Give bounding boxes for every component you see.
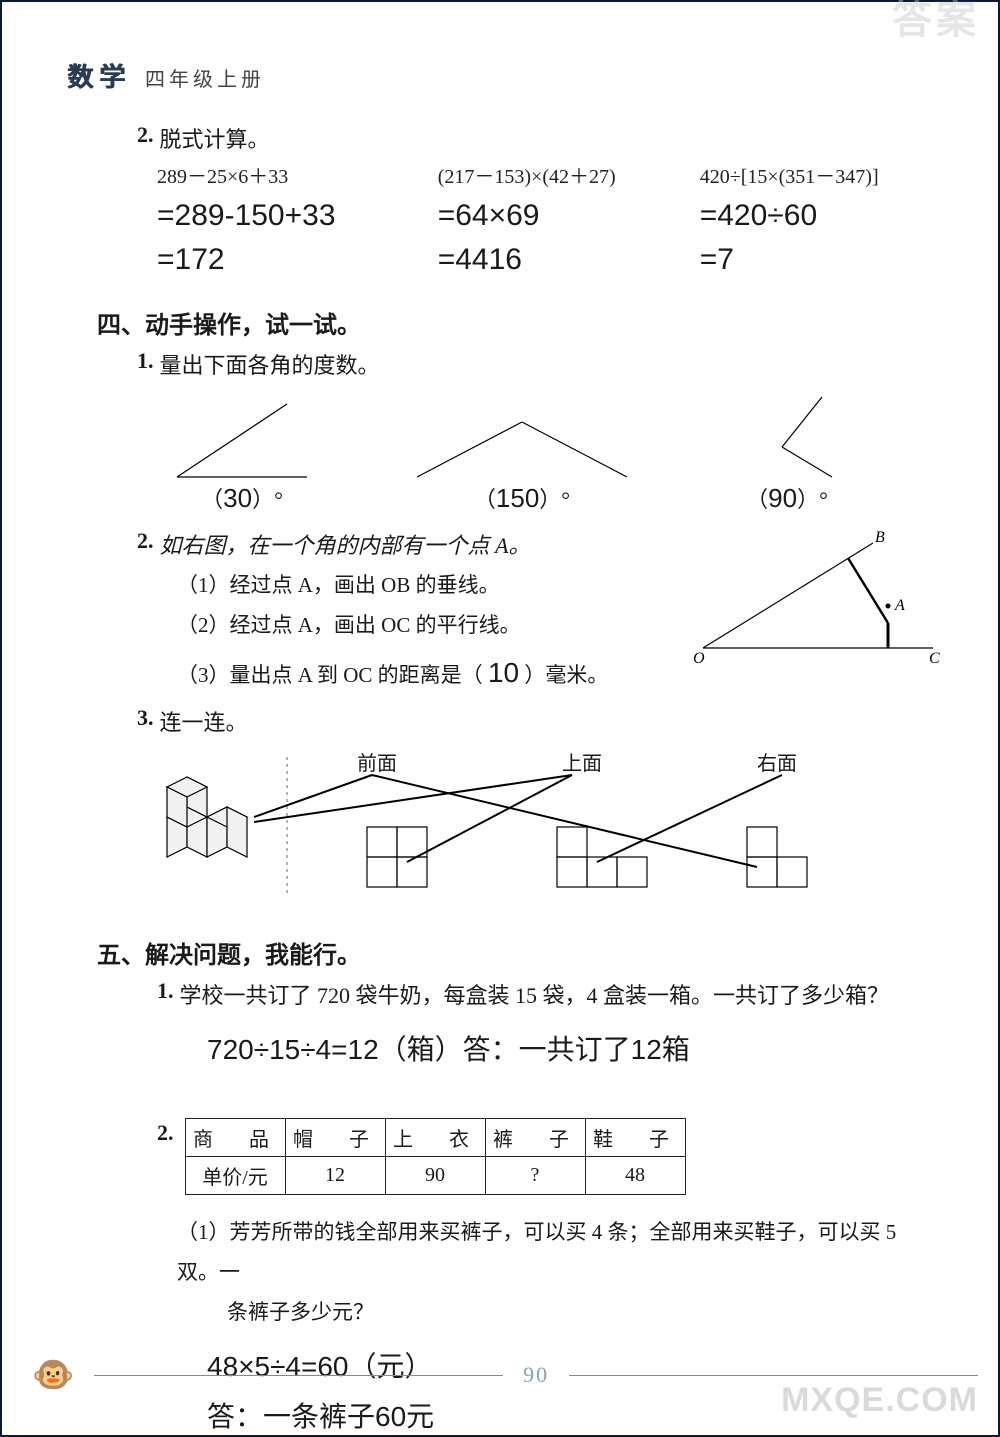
calc-col-2: (217－153)×(42＋27) =64×69 =4416 [438, 160, 700, 277]
calc3-step1: =420÷60 [700, 199, 943, 233]
s4-q2-left: 2. 如右图，在一个角的内部有一个点 A。 （1）经过点 A，画出 OB 的垂线… [67, 528, 683, 699]
s4-q2-item3: （3）量出点 A 到 OC 的距离是（ 10 ）毫米。 [177, 646, 683, 699]
th-shoes: 鞋 子 [585, 1118, 685, 1156]
footer-line-right [569, 1375, 978, 1376]
s4-q2-num: 2. [137, 528, 154, 560]
angle-2-label: （150）° [474, 482, 570, 514]
q2-num: 2. [137, 122, 154, 154]
footer-line-left [94, 1375, 503, 1376]
table-row: 单价/元 12 90 ? 48 [185, 1156, 685, 1194]
view-front: 前面 [357, 747, 397, 776]
svg-text:C: C [929, 650, 940, 667]
angle-1-label: （30）° [201, 482, 283, 514]
calc-col-1: 289－25×6＋33 =289-150+33 =172 [157, 160, 438, 277]
calc1-expr: 289－25×6＋33 [157, 160, 438, 189]
th-pants: 裤 子 [485, 1118, 585, 1156]
td-coat: 90 [385, 1156, 485, 1194]
angle-3-label: （90）° [746, 482, 828, 514]
angle-obc-icon: O B C A [683, 528, 943, 668]
s4-q1-text: 量出下面各角的度数。 [160, 348, 380, 380]
s5-q1: 1. 学校一共订了 720 袋牛奶，每盒装 15 袋，4 盒装一箱。一共订了多少… [157, 978, 943, 1010]
calc-grid: 289－25×6＋33 =289-150+33 =172 (217－153)×(… [157, 160, 943, 277]
page-number: 90 [523, 1362, 549, 1388]
section-4-heading: 四、动手操作，试一试。 [97, 305, 943, 340]
grade-label: 四年级上册 [145, 63, 265, 92]
th-coat: 上 衣 [385, 1118, 485, 1156]
s4-q2-text: 如右图，在一个角的内部有一个点 A。 [160, 528, 531, 560]
angle-150-icon [407, 402, 637, 482]
s5-q1-answer: 720÷15÷4=12（箱）答：一共订了12箱 [207, 1028, 943, 1068]
calc3-expr: 420÷[15×(351－347)] [700, 160, 943, 189]
subject-label: 数学 [67, 57, 131, 94]
th-hat: 帽 子 [285, 1118, 385, 1156]
s5-q2: 2. 商 品 帽 子 上 衣 裤 子 鞋 子 单价/元 12 90 ? 48 [157, 1108, 943, 1195]
td-pants: ? [485, 1156, 585, 1194]
calc1-step2: =172 [157, 243, 438, 277]
s5-q1-text: 学校一共订了 720 袋牛奶，每盒装 15 袋，4 盒装一箱。一共订了多少箱？ [180, 978, 890, 1010]
section-5-heading: 五、解决问题，我能行。 [97, 935, 943, 970]
table-row: 商 品 帽 子 上 衣 裤 子 鞋 子 [185, 1118, 685, 1156]
calc1-step1: =289-150+33 [157, 199, 438, 233]
price-table: 商 品 帽 子 上 衣 裤 子 鞋 子 单价/元 12 90 ? 48 [185, 1118, 686, 1195]
calc2-step2: =4416 [438, 243, 700, 277]
q2-title: 脱式计算。 [160, 122, 270, 154]
angle-30-icon [167, 392, 317, 482]
s4-q2-diagram: O B C A [683, 528, 943, 699]
watermark-main: MXQE.COM [781, 1381, 978, 1420]
angles-row: （30）° （150）° （90）° [167, 394, 943, 514]
mascot-icon: 🐵 [32, 1355, 74, 1395]
view-top: 上面 [562, 747, 602, 776]
q2-heading: 2. 脱式计算。 [137, 122, 943, 154]
s4-q2-sublist: （1）经过点 A，画出 OB 的垂线。 （2）经过点 A，画出 OC 的平行线。… [177, 566, 683, 699]
view-right: 右面 [757, 747, 797, 776]
calc-col-3: 420÷[15×(351－347)] =420÷60 =7 [700, 160, 943, 277]
svg-text:A: A [894, 597, 905, 614]
td-hat: 12 [285, 1156, 385, 1194]
s4-q2-item1: （1）经过点 A，画出 OB 的垂线。 [177, 566, 683, 606]
calc2-step1: =64×69 [438, 199, 700, 233]
td-label: 单价/元 [185, 1156, 285, 1194]
s4-q2-item2: （2）经过点 A，画出 OC 的平行线。 [177, 606, 683, 646]
angle-3: （90）° [727, 392, 847, 514]
s5-q2-sub1: （1）芳芳所带的钱全部用来买裤子，可以买 4 条；全部用来买鞋子，可以买 5 双… [177, 1213, 943, 1333]
page: 数学 四年级上册 2. 脱式计算。 289－25×6＋33 =289-150+3… [0, 0, 1000, 1437]
page-header: 数学 四年级上册 [67, 57, 943, 94]
td-shoes: 48 [585, 1156, 685, 1194]
connect-diagram: 前面 上面 右面 [157, 747, 943, 907]
watermark-top: 答案 [892, 0, 980, 45]
angle-2: （150）° [407, 402, 637, 514]
s4-q1-num: 1. [137, 348, 154, 380]
angle-90-icon [727, 392, 847, 482]
calc3-step2: =7 [700, 243, 943, 277]
s4-q2-fill: 10 [488, 657, 519, 688]
s4-q3: 3. 连一连。 [137, 705, 943, 737]
calc2-expr: (217－153)×(42＋27) [438, 160, 700, 189]
s4-q3-num: 3. [137, 705, 154, 737]
svg-text:B: B [875, 529, 885, 546]
s4-q3-text: 连一连。 [160, 705, 248, 737]
s4-q2-head: 2. 如右图，在一个角的内部有一个点 A。 [137, 528, 683, 560]
th-product: 商 品 [185, 1118, 285, 1156]
connect-svg [157, 747, 957, 907]
angle-1: （30）° [167, 392, 317, 514]
s5-q2-num: 2. [157, 1120, 174, 1146]
s4-q1: 1. 量出下面各角的度数。 [137, 348, 943, 380]
svg-text:O: O [693, 650, 705, 667]
s5-q1-num: 1. [157, 978, 174, 1010]
s4-q2: 2. 如右图，在一个角的内部有一个点 A。 （1）经过点 A，画出 OB 的垂线… [67, 528, 943, 699]
